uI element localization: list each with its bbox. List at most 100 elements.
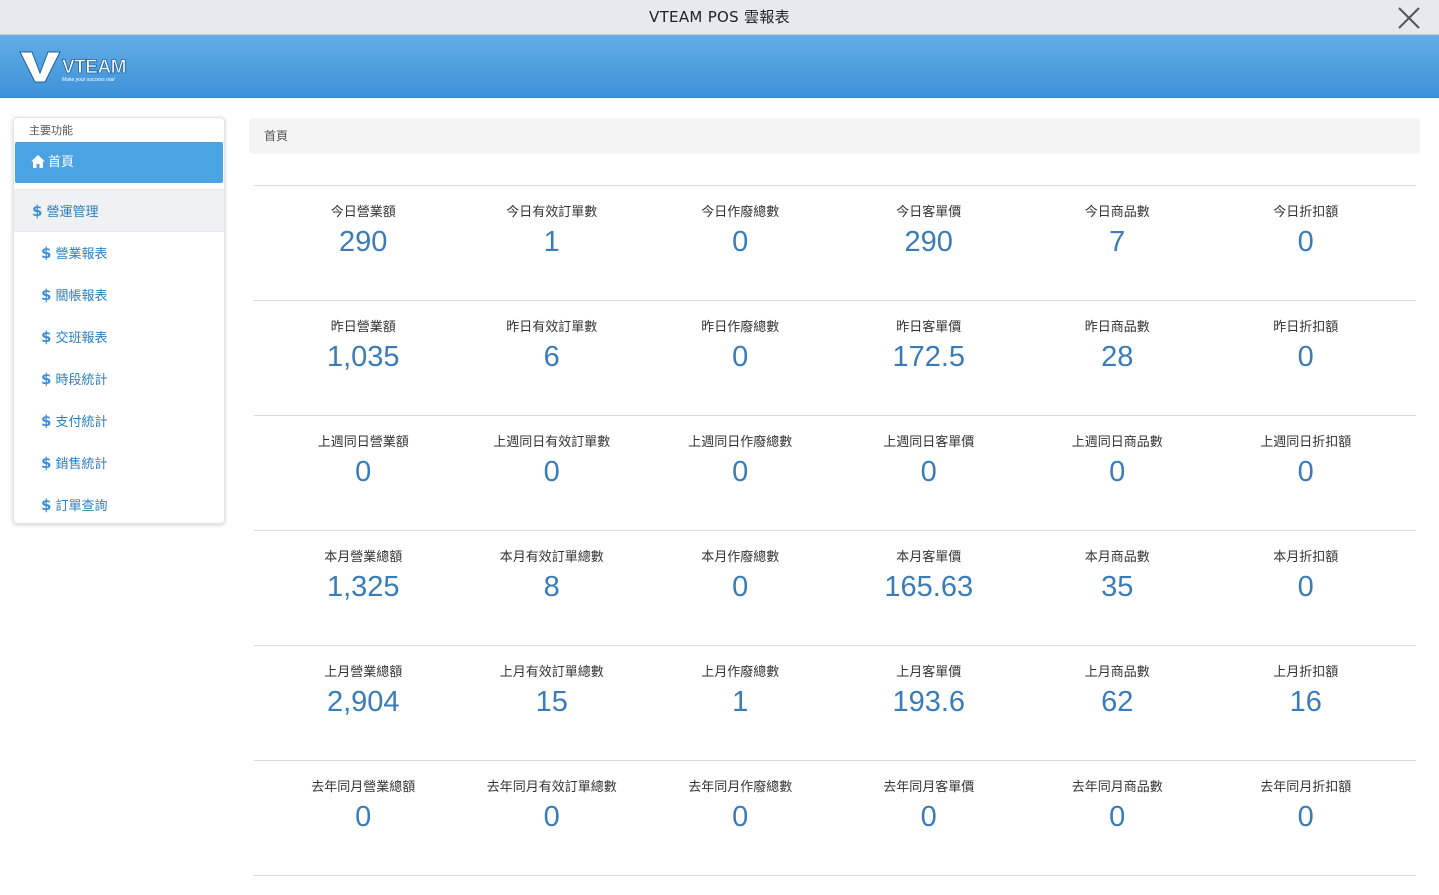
stat-value: 0 bbox=[355, 456, 372, 488]
sidebar-item-payment-stats[interactable]: $ 支付統計 bbox=[14, 400, 224, 442]
stat-card: 昨日有效訂單數 6 bbox=[458, 301, 647, 415]
stats-row-today: 今日營業額 290 今日有效訂單數 1 今日作廢總數 0 今日客單價 290 今日商品數… bbox=[254, 185, 1416, 300]
stat-card: 今日折扣額 0 bbox=[1212, 186, 1401, 300]
sidebar-home-label: 首頁 bbox=[48, 155, 75, 170]
stat-card: 上週同日客單價 0 bbox=[835, 416, 1024, 530]
stat-label: 今日有效訂單數 bbox=[506, 205, 598, 220]
stat-card: 去年同月折扣額 0 bbox=[1212, 761, 1401, 875]
stat-label: 昨日客單價 bbox=[896, 320, 962, 335]
stat-card: 去年同月營業總額 0 bbox=[269, 761, 458, 875]
vteam-logo[interactable]: VTEAM Make your success real bbox=[18, 49, 158, 85]
sidebar-item-sales-report[interactable]: $ 營業報表 bbox=[14, 232, 224, 274]
stat-card: 昨日商品數 28 bbox=[1023, 301, 1212, 415]
logo-tagline: Make your success real bbox=[62, 77, 115, 83]
stat-label: 上月作廢總數 bbox=[701, 665, 780, 680]
sidebar-item-label: 訂單查詢 bbox=[55, 499, 108, 514]
stat-card: 本月作廢總數 0 bbox=[646, 531, 835, 645]
stat-card: 去年同月有效訂單總數 0 bbox=[458, 761, 647, 875]
sidebar-item-label: 關帳報表 bbox=[55, 289, 108, 304]
stat-card: 上月商品數 62 bbox=[1023, 646, 1212, 760]
stat-card: 上月折扣額 16 bbox=[1212, 646, 1401, 760]
stat-value: 0 bbox=[732, 801, 749, 833]
stats-row-this-month: 本月營業總額 1,325 本月有效訂單總數 8 本月作廢總數 0 本月客單價 165.6… bbox=[254, 530, 1416, 645]
stat-card: 上月營業總額 2,904 bbox=[269, 646, 458, 760]
stat-value: 0 bbox=[920, 801, 937, 833]
stat-label: 昨日商品數 bbox=[1084, 320, 1150, 335]
stat-label: 今日營業額 bbox=[330, 205, 396, 220]
stat-label: 上週同日折扣額 bbox=[1260, 435, 1352, 450]
stat-value: 290 bbox=[904, 226, 953, 258]
stat-value: 16 bbox=[1289, 686, 1322, 718]
stat-card: 去年同月客單價 0 bbox=[835, 761, 1024, 875]
stat-label: 昨日作廢總數 bbox=[701, 320, 780, 335]
stat-label: 上月客單價 bbox=[896, 665, 962, 680]
breadcrumb-current: 首頁 bbox=[264, 129, 289, 143]
sidebar-item-label: 支付統計 bbox=[55, 415, 108, 430]
sidebar-item-label: 交班報表 bbox=[55, 331, 108, 346]
stat-card: 上週同日折扣額 0 bbox=[1212, 416, 1401, 530]
stat-label: 上月折扣額 bbox=[1273, 665, 1339, 680]
stat-value: 0 bbox=[1109, 456, 1126, 488]
stat-card: 昨日客單價 172.5 bbox=[835, 301, 1024, 415]
stat-value: 0 bbox=[732, 456, 749, 488]
stat-value: 0 bbox=[543, 456, 560, 488]
stat-card: 去年同月商品數 0 bbox=[1023, 761, 1212, 875]
stat-label: 今日作廢總數 bbox=[701, 205, 780, 220]
stat-value: 0 bbox=[1297, 341, 1314, 373]
logo-text: VTEAM bbox=[62, 57, 126, 78]
window-titlebar: VTEAM POS 雲報表 bbox=[0, 0, 1439, 35]
window-title: VTEAM POS 雲報表 bbox=[649, 8, 790, 26]
dollar-icon: $ bbox=[41, 286, 52, 304]
stat-card: 上週同日作廢總數 0 bbox=[646, 416, 835, 530]
stats-grid: 今日營業額 290 今日有效訂單數 1 今日作廢總數 0 今日客單價 290 今日商品數… bbox=[254, 185, 1416, 876]
stat-card: 本月商品數 35 bbox=[1023, 531, 1212, 645]
stat-label: 本月折扣額 bbox=[1273, 550, 1339, 565]
stat-card: 上月有效訂單總數 15 bbox=[458, 646, 647, 760]
app-header: VTEAM Make your success real bbox=[0, 35, 1439, 98]
dollar-icon: $ bbox=[32, 202, 43, 220]
sidebar-item-shift-report[interactable]: $ 交班報表 bbox=[14, 316, 224, 358]
stat-value: 2,904 bbox=[326, 686, 400, 718]
stat-label: 上月有效訂單總數 bbox=[499, 665, 604, 680]
stat-card: 上週同日商品數 0 bbox=[1023, 416, 1212, 530]
stat-label: 上月商品數 bbox=[1084, 665, 1150, 680]
stat-value: 1 bbox=[543, 226, 560, 258]
stat-label: 上週同日作廢總數 bbox=[688, 435, 793, 450]
stat-card: 昨日折扣額 0 bbox=[1212, 301, 1401, 415]
stat-value: 0 bbox=[732, 571, 749, 603]
home-icon bbox=[31, 155, 45, 168]
stat-value: 290 bbox=[339, 226, 388, 258]
sidebar-group-operations[interactable]: $ 營運管理 bbox=[14, 189, 224, 232]
stat-label: 去年同月客單價 bbox=[883, 780, 975, 795]
sidebar-heading: 主要功能 bbox=[29, 124, 73, 137]
stat-label: 去年同月有效訂單總數 bbox=[486, 780, 617, 795]
stat-label: 上週同日有效訂單數 bbox=[493, 435, 611, 450]
stat-label: 上週同日客單價 bbox=[883, 435, 975, 450]
stat-label: 上週同日商品數 bbox=[1071, 435, 1163, 450]
sidebar-item-label: 銷售統計 bbox=[55, 457, 108, 472]
sidebar-item-home[interactable]: 首頁 bbox=[15, 142, 223, 183]
stat-value: 0 bbox=[1297, 226, 1314, 258]
stat-label: 本月作廢總數 bbox=[701, 550, 780, 565]
stat-value: 0 bbox=[732, 226, 749, 258]
stat-value: 15 bbox=[535, 686, 568, 718]
dollar-icon: $ bbox=[41, 244, 52, 262]
stat-label: 本月營業總額 bbox=[324, 550, 403, 565]
breadcrumb: 首頁 bbox=[249, 118, 1420, 154]
dollar-icon: $ bbox=[41, 496, 52, 514]
sidebar-item-order-query[interactable]: $ 訂單查詢 bbox=[14, 484, 224, 526]
close-icon[interactable] bbox=[1397, 6, 1421, 30]
stat-label: 今日客單價 bbox=[896, 205, 962, 220]
stat-value: 172.5 bbox=[892, 341, 966, 373]
sidebar-item-period-stats[interactable]: $ 時段統計 bbox=[14, 358, 224, 400]
stat-label: 去年同月作廢總數 bbox=[688, 780, 793, 795]
stats-row-last-month: 上月營業總額 2,904 上月有效訂單總數 15 上月作廢總數 1 上月客單價 193.… bbox=[254, 645, 1416, 760]
sidebar-item-sales-stats[interactable]: $ 銷售統計 bbox=[14, 442, 224, 484]
stat-value: 0 bbox=[355, 801, 372, 833]
stat-label: 上月營業總額 bbox=[324, 665, 403, 680]
stats-row-last-week: 上週同日營業額 0 上週同日有效訂單數 0 上週同日作廢總數 0 上週同日客單價 0 上… bbox=[254, 415, 1416, 530]
dollar-icon: $ bbox=[41, 412, 52, 430]
stat-card: 今日營業額 290 bbox=[269, 186, 458, 300]
stat-card: 今日客單價 290 bbox=[835, 186, 1024, 300]
sidebar-item-closing-report[interactable]: $ 關帳報表 bbox=[14, 274, 224, 316]
